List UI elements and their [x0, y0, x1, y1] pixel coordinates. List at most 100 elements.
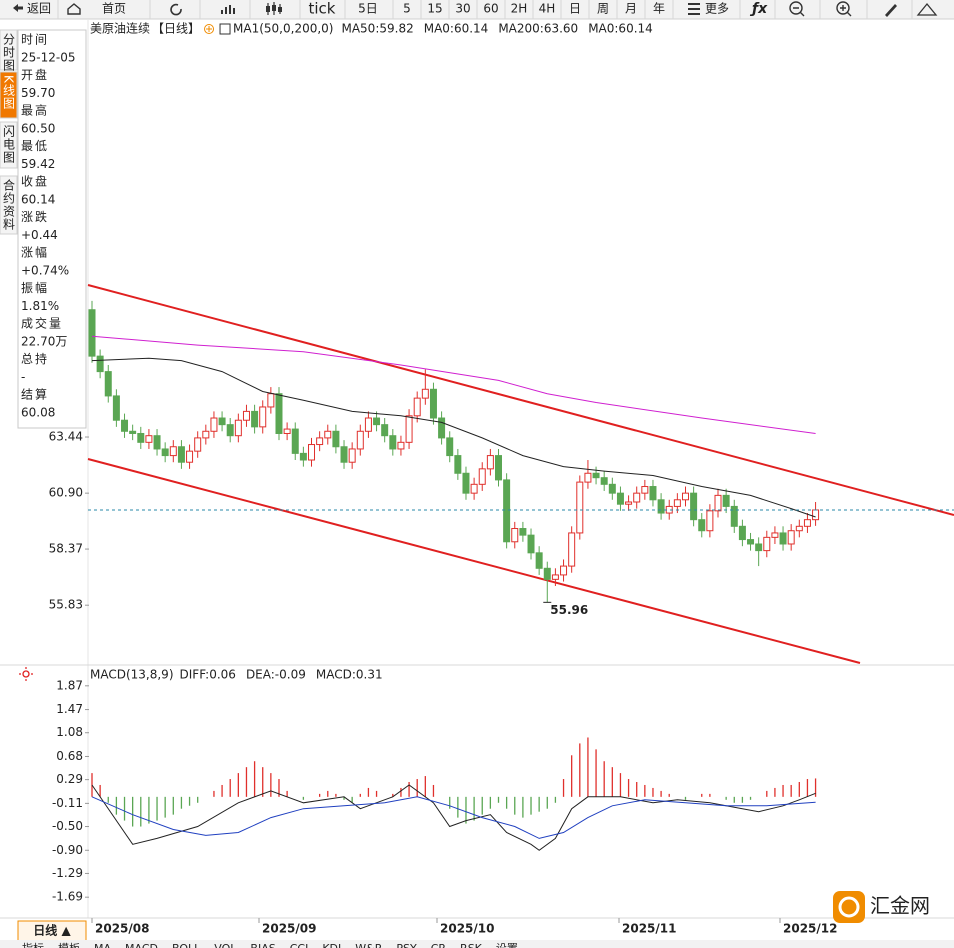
candle-body	[722, 494, 730, 507]
legend-entry: MA200:63.60	[498, 22, 578, 36]
y-tick-label: -0.11	[52, 796, 83, 810]
zoom-in-icon[interactable]	[840, 5, 852, 17]
indicator-tab[interactable]: VOL	[214, 942, 237, 948]
info-label: 结算	[21, 387, 49, 402]
toolbar-button[interactable]: tick	[309, 0, 336, 18]
toolbar-button[interactable]: 60	[483, 2, 498, 16]
candle-body	[641, 486, 649, 494]
candle-body	[730, 505, 738, 527]
info-label: 振幅	[21, 280, 49, 295]
indicator-tab[interactable]: W&R	[355, 942, 382, 948]
side-tab[interactable]	[0, 175, 18, 235]
indicator-tab[interactable]: PSY	[396, 942, 417, 948]
side-tab[interactable]	[0, 121, 18, 169]
toolbar-button[interactable]: 2H	[511, 2, 528, 16]
legend-entry: MA0:60.14	[588, 22, 653, 36]
chart-icon[interactable]	[221, 5, 235, 14]
chart-title: MACD(13,8,9)	[90, 668, 174, 682]
y-tick-label: 60.90	[49, 486, 83, 500]
triangle-icon[interactable]	[916, 2, 938, 16]
y-tick-label: 1.47	[56, 702, 83, 716]
toolbar-button[interactable]: 返回	[27, 2, 51, 16]
candle-body	[608, 483, 616, 494]
kline-icon[interactable]	[272, 5, 276, 11]
y-tick-label: 0.68	[56, 749, 83, 763]
candle-body	[698, 519, 706, 532]
indicator-tab[interactable]: CR	[431, 942, 447, 948]
low-label: 55.96	[550, 603, 588, 617]
indicator-tab[interactable]: 模板	[58, 941, 80, 948]
candle-body	[299, 452, 307, 461]
candle-body	[104, 371, 112, 397]
side-tab-label[interactable]: K线图	[2, 75, 16, 110]
toolbar-button[interactable]: 5	[403, 2, 411, 16]
candle-body	[381, 424, 389, 437]
toolbar-button[interactable]: 15	[427, 2, 442, 16]
candle-body	[503, 479, 511, 543]
legend-entry: DEA:-0.09	[246, 668, 306, 682]
indicator-tab[interactable]: CCI	[290, 942, 309, 948]
add-icon[interactable]	[204, 24, 215, 34]
side-tab-label[interactable]: 闪电图	[2, 125, 16, 164]
side-tab-label[interactable]: 分时图	[2, 33, 16, 72]
line-series	[91, 796, 816, 839]
zoom-out-icon[interactable]	[793, 7, 805, 17]
add-icon[interactable]	[206, 26, 213, 32]
toolbar-button[interactable]: 更多	[705, 2, 729, 16]
toolbar-button[interactable]: 月	[625, 2, 637, 16]
candle-body	[121, 419, 129, 432]
kline-icon[interactable]	[278, 7, 282, 12]
toolbar-button[interactable]: 4H	[539, 2, 556, 16]
candle-body	[186, 450, 194, 463]
pencil-icon[interactable]	[885, 4, 897, 17]
info-value: +0.44	[21, 228, 58, 242]
candle-body	[429, 388, 437, 419]
side-tab-label[interactable]: 合约资料	[2, 178, 16, 231]
toolbar-button[interactable]: 5日	[358, 2, 378, 16]
toolbar-button[interactable]: 30	[455, 2, 470, 16]
y-tick-label: 63.44	[49, 430, 83, 444]
info-value: 60.14	[21, 193, 55, 207]
candle-body	[242, 410, 250, 421]
indicator-tab[interactable]: MA	[94, 942, 111, 948]
indicator-tab[interactable]: RSK	[460, 942, 483, 948]
indicator-tab[interactable]: BOLL	[172, 942, 201, 948]
candle-body	[169, 446, 177, 457]
back-icon[interactable]	[13, 4, 23, 12]
y-tick-label: -0.90	[52, 843, 83, 857]
zoom-in-icon[interactable]	[836, 1, 850, 15]
indicator-tab[interactable]: KDJ	[322, 942, 341, 948]
candle-body	[584, 472, 592, 483]
candle-body	[438, 417, 446, 439]
indicator-tab[interactable]: MACD	[125, 942, 158, 948]
more-icon[interactable]	[688, 3, 700, 15]
info-label: 涨跌	[21, 209, 49, 224]
home-icon[interactable]	[67, 3, 81, 15]
toolbar-button[interactable]: 年	[653, 2, 665, 16]
line-series	[91, 357, 816, 518]
toolbar-button[interactable]: 首页	[102, 2, 126, 16]
period-tab-label[interactable]: 日线 ▲	[33, 923, 71, 938]
candle-body	[470, 483, 478, 494]
indicator-tab[interactable]: 指标	[22, 941, 44, 948]
kline-icon[interactable]	[266, 6, 270, 12]
candle-body	[340, 446, 348, 463]
refresh-icon[interactable]	[170, 3, 182, 16]
info-label: 收盘	[21, 174, 49, 189]
toolbar-button[interactable]: 周	[597, 2, 609, 16]
date-label: 2025/10	[440, 922, 494, 936]
settings-icon[interactable]	[22, 670, 30, 678]
indicator-tab[interactable]: BIAS	[250, 942, 275, 948]
side-tab[interactable]	[0, 29, 18, 71]
settings-icon[interactable]	[19, 667, 33, 681]
candle-body	[112, 395, 120, 421]
ma-icon	[219, 23, 231, 35]
zoom-out-icon[interactable]	[789, 1, 803, 15]
legend-entry: MA50:59.82	[341, 22, 413, 36]
indicator-tab[interactable]: 设置	[496, 942, 518, 948]
info-label: 成交量	[21, 316, 63, 331]
candle-body	[161, 448, 169, 457]
toolbar-button[interactable]: 日	[569, 2, 581, 16]
fx-icon[interactable]: ƒx	[749, 1, 768, 17]
side-tab[interactable]	[0, 71, 18, 119]
